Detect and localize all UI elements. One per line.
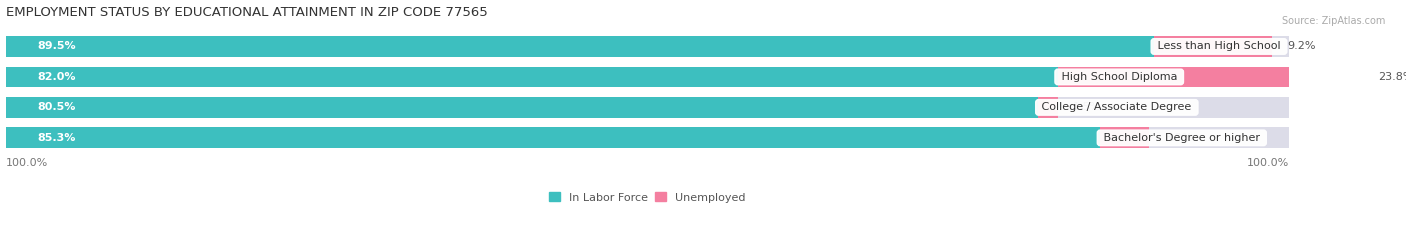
Text: High School Diploma: High School Diploma	[1057, 72, 1181, 82]
Text: Less than High School: Less than High School	[1154, 41, 1284, 51]
Text: 9.2%: 9.2%	[1288, 41, 1316, 51]
Text: 85.3%: 85.3%	[38, 133, 76, 143]
Text: 100.0%: 100.0%	[1246, 158, 1289, 168]
Bar	[6, 67, 1057, 87]
Bar	[6, 36, 1154, 57]
Bar	[1057, 67, 1362, 87]
Bar	[1154, 36, 1272, 57]
Bar	[1039, 97, 1057, 118]
Bar	[1099, 127, 1149, 148]
Text: 80.5%: 80.5%	[38, 102, 76, 112]
Text: 3.8%: 3.8%	[1164, 133, 1192, 143]
Text: 23.8%: 23.8%	[1378, 72, 1406, 82]
Text: EMPLOYMENT STATUS BY EDUCATIONAL ATTAINMENT IN ZIP CODE 77565: EMPLOYMENT STATUS BY EDUCATIONAL ATTAINM…	[6, 6, 488, 19]
Text: 89.5%: 89.5%	[38, 41, 76, 51]
Bar	[6, 67, 1289, 87]
Text: 1.5%: 1.5%	[1073, 102, 1101, 112]
Text: 100.0%: 100.0%	[6, 158, 48, 168]
Bar	[6, 36, 1289, 57]
Text: College / Associate Degree: College / Associate Degree	[1039, 102, 1195, 112]
Legend: In Labor Force, Unemployed: In Labor Force, Unemployed	[544, 188, 749, 207]
Text: Bachelor's Degree or higher: Bachelor's Degree or higher	[1099, 133, 1264, 143]
Text: 82.0%: 82.0%	[38, 72, 76, 82]
Bar	[6, 127, 1099, 148]
Bar	[6, 97, 1289, 118]
Bar	[6, 127, 1289, 148]
Bar	[6, 97, 1039, 118]
Text: Source: ZipAtlas.com: Source: ZipAtlas.com	[1281, 16, 1385, 26]
